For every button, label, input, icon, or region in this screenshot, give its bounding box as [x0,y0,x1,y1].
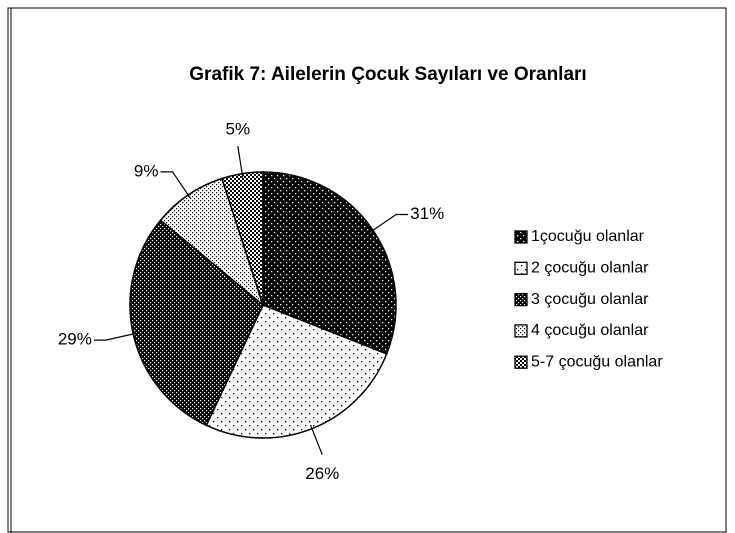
data-label: 29% [58,330,92,349]
leader-line [369,213,409,233]
legend-label: 1çocuğu olanlar [531,228,645,245]
data-label: 9% [134,161,159,180]
legend-swatch [514,292,528,307]
data-label: 26% [305,464,339,483]
leader-line [93,332,138,341]
legend-label: 4 çocuğu olanlar [531,322,649,339]
leader-line [160,171,191,199]
data-label: 31% [410,204,444,223]
chart-title: Grafik 7: Ailelerin Çocuk Sayıları ve Or… [189,64,586,85]
legend-label: 2 çocuğu olanlar [531,260,649,277]
legend-label: 5-7 çocuğu olanlar [531,353,663,370]
legend-swatch [514,355,528,369]
legend-swatch [514,261,528,275]
legend-swatch [514,230,528,244]
legend-swatch [514,324,528,338]
legend: 1çocuğu olanlar 2 çocuğu olanlar 3 çocuğu … [514,228,663,370]
legend-label: 3 çocuğu olanlar [531,291,649,308]
pie: 31% 26% 29% 9% 5% [58,119,444,483]
leader-line [309,424,323,455]
data-label: 5% [226,119,251,138]
leader-line [237,145,244,178]
